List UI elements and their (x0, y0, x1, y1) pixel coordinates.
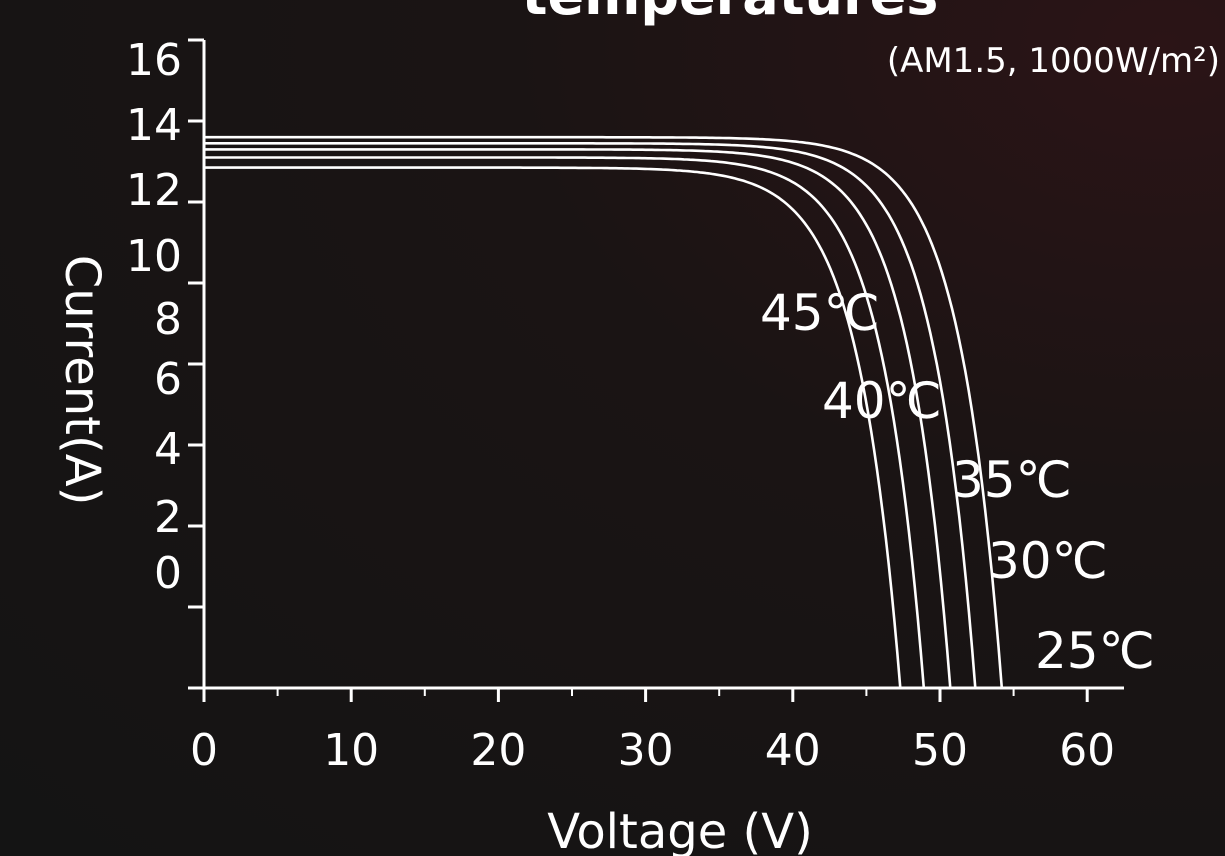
y-tick-label: 2 (154, 492, 182, 543)
iv-curve-40c (204, 156, 926, 689)
series-label: 30℃ (988, 532, 1108, 590)
y-ticks: 16 14 12 10 8 6 4 20 (126, 35, 204, 609)
iv-curves (204, 135, 1004, 689)
y-tick-label: 8 (154, 294, 182, 345)
x-tick-label: 30 (618, 725, 674, 776)
y-tick-label: 4 (154, 424, 182, 475)
chart-subtitle: (AM1.5, 1000W/m²) (887, 41, 1220, 81)
y-tick-label: 12 (126, 165, 182, 216)
y-axis-title: Current(A) (54, 255, 110, 506)
series-label: 35℃ (952, 451, 1072, 509)
x-tick-label: 10 (323, 725, 379, 776)
y-tick-label: 14 (126, 100, 182, 151)
series-label: 40℃ (822, 372, 942, 430)
series-label: 25℃ (1035, 622, 1155, 680)
series-labels: 25℃ 30℃ 35℃40℃ 45℃ (760, 284, 1155, 680)
series-label: 45℃ (760, 284, 880, 342)
x-tick-label: 60 (1059, 725, 1115, 776)
x-tick-label: 50 (912, 725, 968, 776)
x-axis-title: Voltage (V) (547, 804, 813, 856)
iv-curve-45c (204, 166, 902, 689)
chart-title: temperatures (522, 0, 939, 27)
y-tick-label: 16 (126, 35, 182, 86)
iv-curve-30c (204, 142, 977, 689)
iv-curve-25c (204, 135, 1004, 689)
x-ticks: 0 10 20 30 40 50 60 (190, 688, 1115, 776)
y-tick-label: 0 (154, 548, 182, 599)
iv-curve-35c (204, 148, 952, 689)
x-tick-label: 20 (470, 725, 526, 776)
y-tick-label: 6 (154, 354, 182, 405)
y-tick-label: 10 (126, 231, 182, 282)
x-tick-label: 0 (190, 725, 218, 776)
x-tick-label: 40 (765, 725, 821, 776)
